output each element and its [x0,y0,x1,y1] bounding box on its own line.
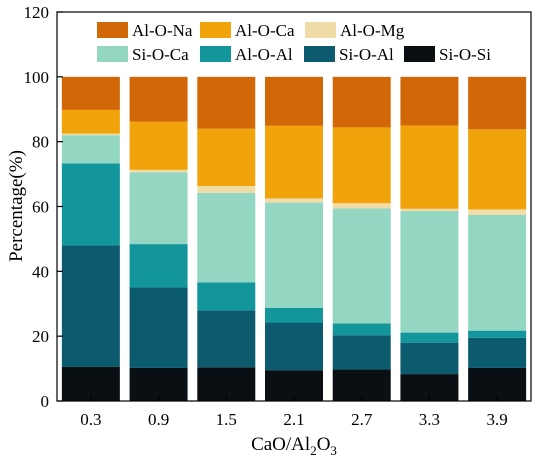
y-tick-label: 40 [32,262,49,281]
bar-segment-si-o-ca-3.3 [400,211,459,333]
bar-segment-si-o-al-3.3 [400,342,459,375]
bar-segment-al-o-na-3.3 [400,76,459,126]
bar-segment-si-o-al-3.9 [468,337,527,368]
bar-segment-al-o-al-3.9 [468,330,527,338]
legend-swatch-al-o-na [97,22,128,38]
bar-segment-si-o-ca-3.9 [468,214,527,331]
legend-label-si-o-al: Si-O-Al [339,45,394,64]
legend-swatch-si-o-ca [97,46,128,62]
bar-segment-al-o-ca-0.3 [61,109,120,134]
y-tick-label: 20 [32,327,49,346]
bar-segment-si-o-ca-1.5 [197,192,256,283]
y-axis-label: Percentage(%) [6,150,27,262]
bar-segment-al-o-na-3.9 [468,76,527,130]
legend-label-si-o-si: Si-O-Si [439,45,491,64]
bar-segment-al-o-na-1.5 [197,76,256,129]
bar-segment-al-o-mg-1.5 [197,186,256,193]
bar-segment-al-o-ca-2.1 [265,125,323,199]
legend-label-si-o-ca: Si-O-Ca [132,45,189,64]
x-axis-label-sub-1: 2 [310,443,317,458]
x-axis-label-part-a: CaO/Al [251,434,310,455]
bar-segment-al-o-mg-3.9 [468,209,527,215]
legend-label-al-o-na: Al-O-Na [132,21,193,40]
x-axis: 0.3 0.9 1.5 2.1 2.7 3.3 3.9 [80,395,508,429]
bar-segment-al-o-mg-0.3 [61,133,120,136]
bar-segment-al-o-ca-3.3 [400,125,459,209]
y-tick-label: 80 [32,133,49,152]
bar-segment-al-o-ca-1.5 [197,128,256,187]
y-axis: 0 20 40 60 80 100 120 [24,3,63,411]
bar-segment-al-o-mg-2.1 [265,198,323,203]
bar-segment-al-o-al-2.7 [332,323,391,336]
bar-segment-al-o-al-0.3 [61,163,120,246]
y-tick-label: 120 [24,3,50,22]
legend-swatch-al-o-al [200,46,231,62]
x-tick-label: 2.1 [283,410,304,429]
legend-swatch-si-o-si [404,46,435,62]
legend: Al-O-Na Al-O-Ca Al-O-Mg Si-O-Ca Al-O-Al Si-O-… [97,21,491,64]
bar-segment-si-o-ca-2.7 [332,208,391,324]
x-axis-label-part-b: O [317,434,331,455]
bar-segment-si-o-al-2.7 [332,335,391,370]
x-tick-label: 3.9 [487,410,508,429]
bar-segment-al-o-al-3.3 [400,332,459,343]
bar-segment-al-o-na-2.7 [332,76,391,128]
x-tick-label: 1.5 [216,410,237,429]
bar-segment-al-o-mg-2.7 [332,203,391,209]
bar-segment-al-o-na-2.1 [265,76,323,126]
bar-segment-si-o-al-2.1 [265,322,323,371]
legend-label-al-o-mg: Al-O-Mg [340,21,405,40]
bar-segment-si-o-al-0.9 [129,287,188,368]
x-axis-label: CaO/Al2O3 [251,434,337,458]
x-axis-label-sub-2: 3 [330,443,337,458]
x-tick-label: 2.7 [351,410,373,429]
bars-layer [61,76,527,401]
legend-swatch-al-o-ca [200,22,231,38]
bar-segment-al-o-mg-3.3 [400,208,459,212]
bar-segment-al-o-na-0.9 [129,76,188,122]
x-tick-label: 0.9 [148,410,169,429]
legend-label-al-o-ca: Al-O-Ca [235,21,295,40]
y-tick-label: 0 [41,392,50,411]
legend-swatch-al-o-mg [305,22,336,38]
bar-segment-si-o-ca-2.1 [265,202,323,308]
bar-segment-al-o-al-0.9 [129,244,188,288]
bar-segment-si-o-al-1.5 [197,310,256,368]
y-tick-label: 100 [24,68,50,87]
bar-segment-al-o-ca-2.7 [332,127,391,204]
bar-segment-si-o-ca-0.9 [129,172,188,245]
bar-segment-si-o-al-0.3 [61,245,120,367]
bar-segment-al-o-mg-0.9 [129,169,188,173]
bar-segment-al-o-ca-0.9 [129,121,188,170]
y-tick-label: 60 [32,198,49,217]
x-tick-label: 3.3 [419,410,440,429]
bar-segment-al-o-al-1.5 [197,282,256,311]
bar-segment-al-o-ca-3.9 [468,129,527,210]
legend-label-al-o-al: Al-O-Al [235,45,293,64]
bar-segment-al-o-al-2.1 [265,307,323,323]
legend-swatch-si-o-al [304,46,335,62]
bar-segment-al-o-na-0.3 [61,76,120,110]
bar-segment-si-o-ca-0.3 [61,135,120,164]
x-tick-label: 0.3 [80,410,101,429]
